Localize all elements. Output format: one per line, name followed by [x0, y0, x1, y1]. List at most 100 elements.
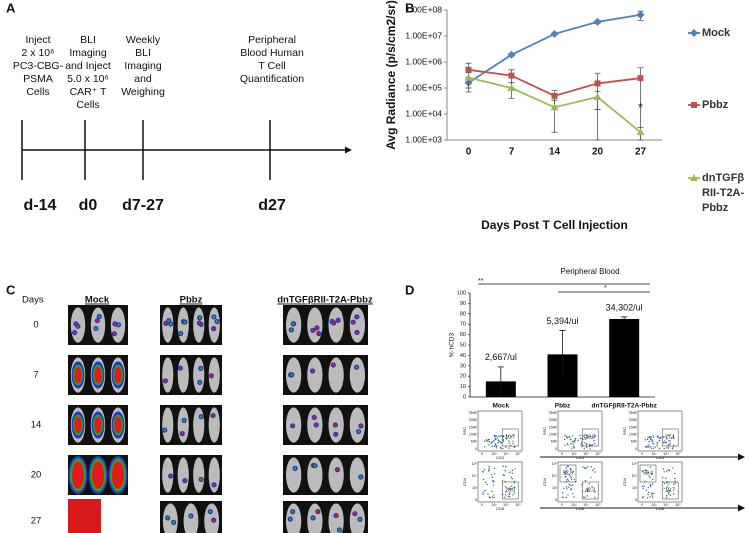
y-axis-title: % hCD3 — [449, 333, 456, 358]
event — [585, 434, 587, 436]
event — [653, 492, 655, 495]
legend-label: Pbbz — [702, 99, 729, 111]
event — [667, 444, 670, 447]
event — [594, 491, 596, 493]
mouse — [90, 307, 106, 343]
event — [586, 490, 589, 493]
y-tick-label: 10⁴ — [552, 474, 558, 478]
event — [491, 445, 494, 447]
event — [584, 434, 586, 436]
y-tick-label: 100K — [469, 433, 478, 437]
gate — [661, 428, 679, 447]
series-marker — [636, 10, 645, 19]
y-axis-title: Avg Radiance (p/s/cm2/sr) — [384, 0, 398, 150]
event — [492, 484, 495, 486]
event — [649, 438, 652, 441]
event — [573, 440, 575, 442]
event — [505, 438, 508, 440]
event — [642, 495, 644, 498]
event — [563, 438, 566, 441]
x-tick-label: dnTGFβRII-T2A-Pbbz — [591, 403, 657, 410]
step-text: Cells — [76, 99, 99, 111]
day-label: d7-27 — [122, 197, 164, 214]
x-tick-label: 10⁴ — [583, 503, 589, 507]
event — [565, 471, 567, 473]
event — [505, 437, 507, 439]
event — [512, 434, 514, 436]
y-axis-title: CD4 — [622, 477, 627, 486]
event — [502, 440, 505, 442]
bli-signal — [189, 514, 193, 518]
gate-value: 58.4 — [643, 470, 653, 476]
gate-value: 10.7 — [505, 434, 515, 440]
event — [572, 471, 575, 473]
bli-signal — [355, 365, 358, 369]
arrow-head — [345, 146, 352, 154]
mouse — [349, 503, 366, 533]
mouse — [162, 407, 174, 443]
event — [494, 443, 496, 445]
event — [584, 438, 587, 440]
bli-signal — [338, 528, 341, 532]
x-tick-label: 10⁴ — [503, 503, 509, 507]
event — [511, 472, 514, 475]
bli-signal — [317, 332, 321, 335]
bli-signal — [113, 332, 116, 336]
event — [656, 445, 659, 447]
event — [485, 439, 488, 442]
bli-signal — [288, 517, 292, 521]
event — [501, 480, 504, 482]
event — [674, 477, 676, 480]
event — [651, 439, 653, 441]
event — [573, 447, 575, 449]
bli-signal — [334, 423, 337, 427]
event — [580, 443, 582, 446]
event — [508, 471, 510, 474]
bli-signal — [92, 461, 104, 489]
event — [508, 442, 510, 444]
event — [513, 492, 516, 494]
bli-signal — [114, 417, 122, 433]
x-tick-label: 0 — [481, 452, 483, 456]
event — [572, 441, 574, 443]
x-tick-label: 7 — [509, 147, 515, 158]
bli-signal — [178, 366, 182, 370]
event — [584, 467, 586, 470]
event — [579, 434, 581, 437]
mouse — [177, 307, 189, 343]
bli-signal — [289, 328, 293, 332]
gate-value: 26.6 — [585, 434, 595, 440]
event — [488, 496, 491, 498]
x-tick-label: 10⁵ — [675, 503, 681, 507]
event — [495, 447, 497, 449]
y-tick-label: 30 — [460, 363, 466, 369]
y-tick-label: 1.00E+08 — [405, 4, 442, 14]
event — [590, 466, 593, 468]
bli-signal — [182, 418, 186, 422]
legend-label: Mock — [702, 27, 731, 39]
event — [668, 469, 670, 472]
panel-label: A — [6, 0, 16, 15]
event — [567, 494, 569, 496]
event — [493, 467, 496, 469]
event — [656, 441, 659, 444]
event — [502, 436, 504, 438]
series-marker — [637, 75, 644, 82]
column-header: Pbbz — [180, 295, 203, 306]
event — [504, 491, 507, 493]
y-tick-label: 200K — [549, 418, 558, 422]
event — [482, 478, 485, 481]
event — [588, 483, 591, 485]
event — [674, 480, 676, 483]
x-tick-label: 14 — [549, 147, 561, 158]
event — [651, 483, 654, 485]
event — [502, 435, 505, 437]
bli-signal — [74, 417, 82, 433]
event — [645, 446, 648, 449]
y-tick-label: 1.00E+04 — [405, 108, 442, 118]
step-text: and — [134, 73, 152, 85]
bli-signal — [199, 478, 203, 481]
day-label: 7 — [33, 370, 38, 381]
event — [662, 441, 665, 444]
mouse — [328, 503, 344, 533]
